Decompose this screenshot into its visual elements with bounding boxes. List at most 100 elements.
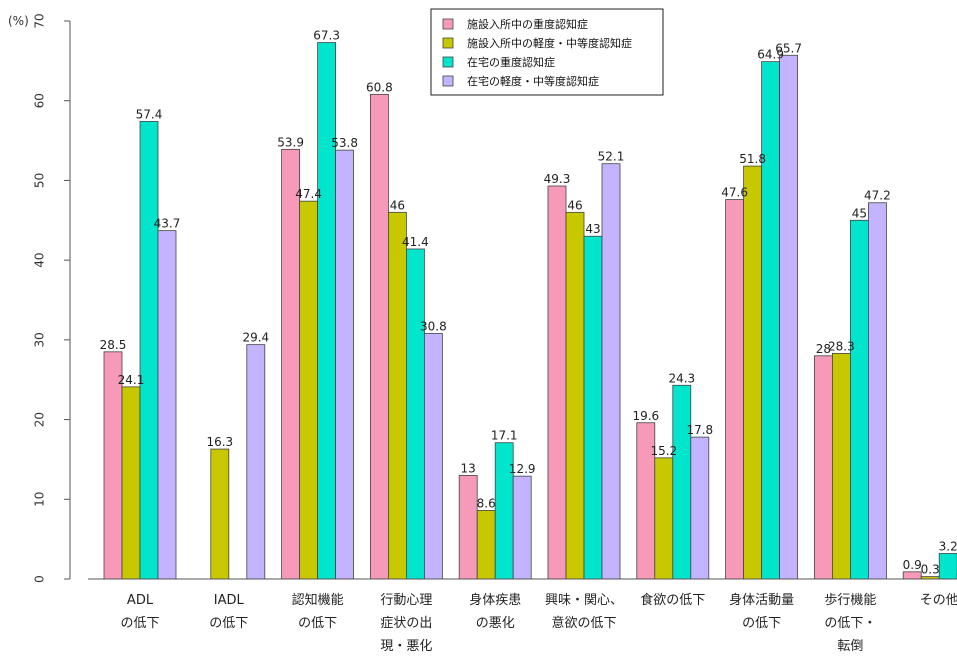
bar <box>743 165 762 580</box>
bar-value-label: 67.3 <box>313 29 340 43</box>
bar <box>121 386 141 580</box>
bar-value-label: 15.2 <box>650 444 677 458</box>
y-tick-label: 60 <box>33 93 47 108</box>
bar <box>690 436 710 580</box>
x-category-label: IADL <box>214 593 245 608</box>
legend-box <box>430 8 664 96</box>
bar-value-label: 51.8 <box>739 152 766 166</box>
bar <box>335 149 355 580</box>
x-category-label: その他 <box>920 593 957 608</box>
legend-swatch <box>442 37 454 49</box>
bar-value-label: 19.6 <box>632 409 659 423</box>
bar-value-label: 0.9 <box>903 558 922 572</box>
x-category-label: 歩行機能 <box>824 593 876 608</box>
bar-value-label: 24.3 <box>668 371 695 385</box>
y-axis: 0 10 20 30 40 50 60 70 <box>33 13 71 583</box>
bar <box>423 333 443 580</box>
bar <box>938 553 957 580</box>
bar-value-label: 8.6 <box>477 496 496 510</box>
bar-value-label: 43.7 <box>154 217 181 231</box>
bar <box>299 200 319 580</box>
bar <box>317 42 337 580</box>
bar-value-label: 45 <box>852 206 867 220</box>
bar <box>139 121 159 580</box>
y-tick-label: 50 <box>33 173 47 188</box>
bar-value-label: 41.4 <box>402 235 429 249</box>
x-category-label: 現・悪化 <box>380 639 432 654</box>
bar-value-label: 13 <box>461 461 476 475</box>
bar <box>868 202 887 580</box>
x-category-label: 身体活動量 <box>729 592 794 608</box>
legend-entry-label: 在宅の軽度・中等度認知症 <box>467 74 599 88</box>
bar-value-label: 43 <box>585 222 600 236</box>
bar-value-label: 53.9 <box>277 135 304 149</box>
y-tick-label: 10 <box>33 492 47 507</box>
bar <box>565 211 585 580</box>
x-category-label: 興味・関心、 <box>545 593 623 608</box>
bar-value-label: 53.8 <box>331 136 358 150</box>
bar-value-label: 30.8 <box>420 319 447 333</box>
bar-value-label: 24.1 <box>118 373 145 387</box>
y-axis-label: (%) <box>8 14 29 28</box>
y-tick-label: 0 <box>33 575 47 583</box>
bar-value-label: 0.3 <box>921 563 940 577</box>
bar <box>814 355 833 580</box>
x-category-label: の悪化 <box>476 616 515 631</box>
bar-value-label: 29.4 <box>242 331 269 345</box>
bar-value-label: 65.7 <box>775 41 802 55</box>
bar-value-label: 47.4 <box>295 187 322 201</box>
bar <box>281 148 301 580</box>
bar <box>850 219 869 580</box>
legend: 施設入所中の重度認知症施設入所中の軽度・中等度認知症在宅の重度認知症在宅の軽度・… <box>430 8 664 96</box>
bar-value-label: 60.8 <box>366 80 393 94</box>
legend-swatch <box>442 56 454 68</box>
bar <box>725 199 744 580</box>
bar-value-label: 28.3 <box>828 339 855 353</box>
bar-value-label: 17.1 <box>491 429 518 443</box>
bar <box>512 475 532 580</box>
y-tick-label: 30 <box>33 332 47 347</box>
x-category-label: の低下 <box>120 616 159 631</box>
bar <box>210 448 230 580</box>
x-category-label: 身体疾患 <box>469 592 521 608</box>
bar-value-label: 49.3 <box>544 172 571 186</box>
value-labels: 28.5 24.1 57.4 43.7 16.3 29.4 53.9 47.4 67.3 53.8… <box>100 29 957 577</box>
legend-swatch <box>442 75 454 87</box>
x-category-label: ADL <box>127 593 154 608</box>
x-category-label: 食欲の低下 <box>640 592 705 608</box>
bar <box>654 457 674 580</box>
x-category-label: の低下 <box>298 616 337 631</box>
bar-value-label: 47.2 <box>864 189 891 203</box>
bar-value-label: 46 <box>390 198 405 212</box>
bar-value-label: 16.3 <box>206 435 233 449</box>
legend-swatch <box>442 18 454 30</box>
legend-entry-label: 施設入所中の軽度・中等度認知症 <box>467 36 632 50</box>
bar <box>405 248 425 580</box>
y-tick-label: 40 <box>33 253 47 268</box>
x-category-label: 認知機能 <box>292 592 344 608</box>
bar-value-label: 57.4 <box>136 107 163 121</box>
bar <box>246 344 266 580</box>
bar <box>387 211 407 580</box>
bar-value-label: 52.1 <box>598 150 625 164</box>
bar-value-label: 64.9 <box>757 48 784 62</box>
legend-entry-label: 在宅の重度認知症 <box>467 55 555 69</box>
bar-value-label: 17.8 <box>686 423 713 437</box>
bar <box>779 54 798 580</box>
bar <box>583 235 603 580</box>
bar <box>672 384 692 580</box>
bar <box>476 510 496 580</box>
x-category-label: 意欲の低下 <box>551 615 616 631</box>
bar-value-label: 28.5 <box>100 338 127 352</box>
x-category-label: の低下・ <box>824 616 876 631</box>
bar-value-label: 3.2 <box>939 539 957 553</box>
bar-value-label: 46 <box>567 198 582 212</box>
bar <box>601 163 621 580</box>
bar <box>902 571 922 580</box>
bar <box>832 353 851 580</box>
x-category-label: 転倒 <box>837 639 863 654</box>
y-tick-label: 20 <box>33 412 47 427</box>
bar <box>761 61 780 580</box>
